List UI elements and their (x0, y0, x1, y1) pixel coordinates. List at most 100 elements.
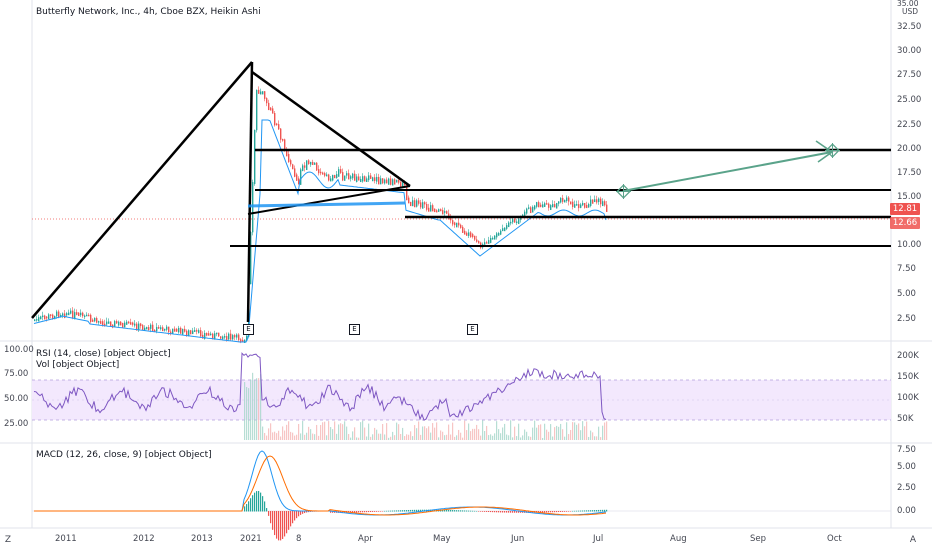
macd-histogram-bar (362, 511, 364, 513)
macd-histogram-bar (462, 510, 464, 512)
macd-histogram-bar (592, 510, 594, 512)
volume-bar (586, 421, 588, 440)
macd-histogram-bar (302, 511, 304, 514)
earnings-marker[interactable]: E (349, 324, 360, 335)
macd-histogram-bar (264, 501, 266, 512)
macd-histogram-bar (458, 510, 460, 512)
macd-histogram-bar (396, 510, 398, 512)
macd-histogram-bar (266, 508, 268, 512)
macd-title[interactable]: MACD (12, 26, close, 9) [object Object] (36, 450, 212, 460)
volume-bar (366, 436, 368, 440)
macd-histogram-bar (420, 509, 422, 512)
volume-bar (494, 433, 496, 440)
time-tick-label: Aug (670, 534, 687, 544)
volume-bar (330, 427, 332, 440)
volume-bar (312, 433, 314, 440)
macd-histogram-bar (306, 511, 308, 513)
macd-histogram-bar (514, 511, 516, 513)
signal-line[interactable] (34, 455, 607, 516)
earnings-marker[interactable]: E (467, 324, 478, 335)
macd-histogram-bar (248, 501, 250, 512)
volume-bar (300, 433, 302, 440)
volume-bar (466, 430, 468, 440)
rsi-title[interactable]: RSI (14, close) [object Object] (36, 349, 171, 359)
trendline-rise[interactable] (31, 61, 253, 319)
projection-start-icon[interactable] (616, 184, 631, 199)
volume-bar (524, 429, 526, 440)
time-tick-label: 2012 (133, 534, 155, 544)
macd-tick-label: 2.50 (897, 483, 916, 493)
macd-histogram-bar (466, 510, 468, 512)
macd-histogram-bar (272, 511, 274, 530)
macd-histogram-bar (262, 496, 264, 512)
volume-bar (356, 437, 358, 440)
volume-bar (398, 424, 400, 440)
macd-histogram-bar (282, 511, 284, 539)
volume-bar (354, 427, 356, 440)
volume-bar (472, 428, 474, 440)
volume-bar (318, 435, 320, 440)
macd-histogram-bar (490, 511, 492, 513)
macd-histogram-bar (254, 492, 256, 512)
volume-bar (352, 431, 354, 440)
chart-title[interactable]: Butterfly Network, Inc., 4h, Cboe BZX, H… (36, 7, 261, 17)
volume-bar (484, 431, 486, 440)
volume-bar (382, 424, 384, 440)
candle (570, 201, 572, 205)
macd-histogram-bar (486, 511, 488, 512)
time-tick-label: Apr (358, 534, 373, 544)
projection-target-icon[interactable] (825, 143, 840, 158)
macd-histogram-bar (422, 509, 424, 512)
trendline-blue[interactable] (247, 201, 406, 208)
macd-histogram-bar (478, 511, 480, 512)
trendline-descending[interactable] (251, 70, 411, 188)
macd-histogram-bar (380, 511, 382, 512)
volume-bar (412, 436, 414, 440)
macd-histogram-bar (332, 511, 334, 513)
volume-bar (290, 431, 292, 440)
trendline-vertical[interactable] (246, 61, 254, 323)
volume-bar (560, 423, 562, 440)
macd-histogram-bar (572, 510, 574, 512)
macd-histogram-bar (554, 511, 556, 513)
volume-bar (268, 428, 270, 440)
zoom-button[interactable]: Z (4, 535, 12, 545)
price-tick-label: 27.50 (897, 70, 922, 80)
projection-arrow[interactable] (622, 151, 833, 192)
vol-title[interactable]: Vol [object Object] (36, 360, 120, 370)
macd-histogram-bar (406, 510, 408, 512)
auto-scale-button[interactable]: A (909, 535, 917, 545)
earnings-marker[interactable]: E (243, 324, 254, 335)
macd-histogram-bar (576, 510, 578, 512)
volume-bar (462, 437, 464, 440)
macd-histogram-bar (598, 509, 600, 512)
macd-histogram-bar (378, 511, 380, 512)
macd-histogram-bar (460, 510, 462, 512)
macd-histogram-bar (388, 510, 390, 512)
volume-bar (252, 372, 254, 440)
volume-bar (434, 427, 436, 440)
price-tick-label: 25.00 (897, 95, 922, 105)
macd-line[interactable] (34, 450, 607, 516)
volume-tick-label: 50K (897, 414, 914, 424)
volume-bar (430, 432, 432, 440)
volume-bar (396, 422, 398, 440)
macd-histogram-bar (256, 491, 258, 512)
currency-label[interactable]: USD (902, 7, 919, 16)
time-tick-label: 2011 (55, 534, 77, 544)
time-tick-label: Jun (511, 534, 525, 544)
volume-bar (392, 431, 394, 440)
volume-bar (380, 433, 382, 440)
price-tick-label: 15.00 (897, 192, 922, 202)
macd-histogram-bar (468, 510, 470, 512)
rsi-line[interactable] (33, 352, 607, 421)
time-tick-label: 2021 (240, 534, 262, 544)
macd-histogram-bar (374, 511, 376, 512)
moving-average-line[interactable] (33, 119, 607, 343)
macd-histogram-bar (604, 509, 606, 512)
volume-bar (602, 425, 604, 440)
volume-bar (512, 437, 514, 440)
macd-histogram-bar (268, 511, 270, 516)
